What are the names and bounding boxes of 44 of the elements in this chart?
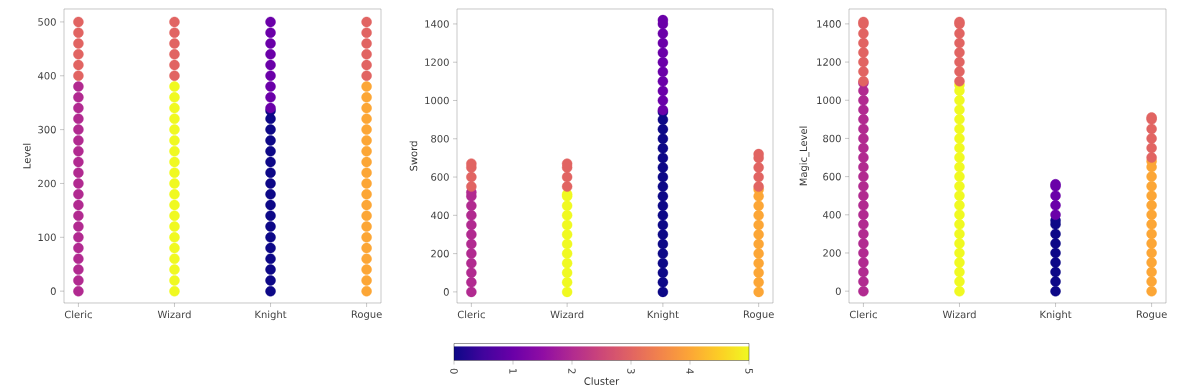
x-tick-label: Cleric (64, 310, 92, 319)
x-tick-label: Wizard (942, 310, 976, 319)
y-tick-label: 600 (431, 173, 449, 181)
y-tick-label: 0 (835, 287, 841, 295)
x-tick-label: Knight (1040, 310, 1072, 321)
x-tick-label: Rogue (1136, 310, 1167, 320)
color-bar-title: Cluster (584, 377, 620, 385)
y-tick-label: 200 (431, 249, 449, 258)
x-tick-label: Rogue (743, 310, 774, 320)
color-bar-label: 1 (509, 369, 517, 374)
y-tick-label: 800 (823, 134, 841, 143)
color-bar-label: 5 (745, 368, 753, 374)
y-axis-title: Magic_Level (799, 126, 810, 186)
x-tick-label: Wizard (550, 310, 584, 319)
y-tick-label: 400 (822, 211, 841, 219)
y-tick-label: 200 (823, 249, 841, 257)
y-tick-label: 1000 (425, 96, 449, 105)
x-tick-label: Rogue (351, 310, 382, 320)
y-tick-label: 1000 (817, 96, 841, 105)
color-bar-label: 3 (627, 368, 635, 374)
y-tick-label: 500 (38, 18, 56, 26)
x-tick-label: Wizard (157, 310, 191, 319)
y-tick-label: 100 (38, 233, 56, 242)
x-tick-label: Cleric (849, 310, 877, 319)
color-bar-label: 4 (686, 368, 694, 374)
x-tick-label: Knight (255, 310, 287, 321)
color-bar-label: 2 (568, 368, 576, 374)
y-tick-label: 200 (38, 179, 56, 188)
y-tick-label: 300 (38, 125, 56, 134)
y-tick-label: 600 (823, 172, 841, 181)
y-tick-label: 400 (37, 71, 56, 80)
y-tick-label: 0 (443, 288, 449, 296)
x-tick-label: Knight (647, 310, 679, 321)
color-bar-label: 0 (450, 368, 458, 374)
y-tick-label: 800 (431, 134, 449, 143)
y-tick-label: 1400 (425, 20, 449, 28)
y-tick-label: 1400 (817, 20, 841, 28)
x-tick-label: Cleric (457, 310, 485, 319)
y-tick-label: 1200 (817, 58, 841, 66)
y-axis-title: Sword (409, 141, 418, 171)
y-axis-title: Level (22, 143, 31, 169)
y-tick-label: 1200 (425, 58, 449, 66)
y-tick-label: 0 (50, 287, 56, 295)
y-tick-label: 400 (430, 211, 449, 220)
